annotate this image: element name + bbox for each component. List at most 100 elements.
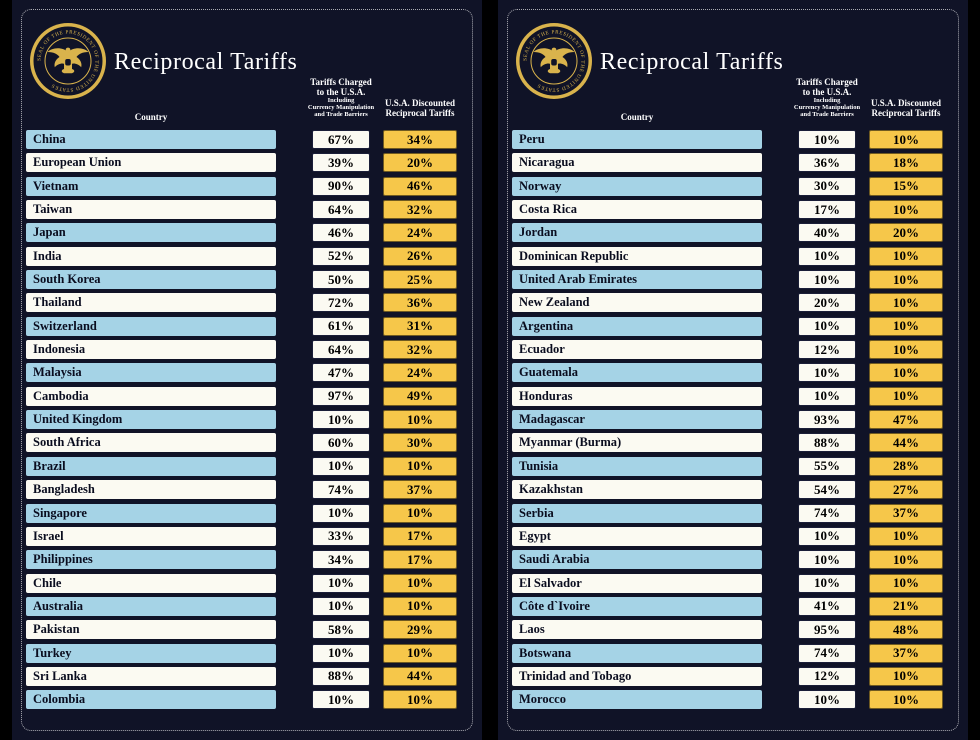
table-row: Morocco 10% 10% xyxy=(512,690,954,710)
tariff-charged-cell: 67% xyxy=(312,130,370,149)
discounted-tariff-cell: 24% xyxy=(383,223,457,243)
tariff-charged-cell: 10% xyxy=(312,690,370,710)
table-row: India 52% 26% xyxy=(26,246,468,266)
discounted-tariff-cell: 10% xyxy=(869,293,943,313)
discounted-tariff-cell: 48% xyxy=(869,620,943,640)
table-row: European Union 39% 20% xyxy=(26,153,468,173)
table-row: Vietnam 90% 46% xyxy=(26,176,468,196)
tariff-charged-cell: 64% xyxy=(312,200,370,220)
country-cell: Bangladesh xyxy=(26,480,276,500)
tariff-charged-cell: 40% xyxy=(798,223,856,243)
tariff-charged-cell: 60% xyxy=(312,433,370,453)
eagle-head xyxy=(65,47,71,53)
country-cell: Singapore xyxy=(26,503,276,523)
discounted-tariff-cell: 44% xyxy=(869,433,943,453)
tariff-charged-cell: 33% xyxy=(312,526,370,546)
discounted-tariff-cell: 18% xyxy=(869,153,943,173)
table-row: Madagascar 93% 47% xyxy=(512,410,954,430)
tariff-charged-cell: 12% xyxy=(798,340,856,360)
discounted-tariff-cell: 10% xyxy=(383,690,457,710)
table-row: New Zealand 20% 10% xyxy=(512,293,954,313)
eagle-shield xyxy=(65,59,71,66)
discounted-tariff-cell: 10% xyxy=(869,130,943,149)
country-cell: Kazakhstan xyxy=(512,480,762,500)
discounted-tariff-cell: 10% xyxy=(869,200,943,220)
column-header-tariffs-charged: Tariffs Charged to the U.S.A. Including … xyxy=(770,77,884,118)
tariff-charged-cell: 41% xyxy=(798,596,856,616)
table-row: Côte d`Ivoire 41% 21% xyxy=(512,596,954,616)
table-row: Bangladesh 74% 37% xyxy=(26,480,468,500)
tariff-charged-cell: 20% xyxy=(798,293,856,313)
column-header-discounted: U.S.A. Discounted Reciprocal Tariffs xyxy=(364,98,476,118)
tariff-charged-cell: 10% xyxy=(312,596,370,616)
table-row: Norway 30% 15% xyxy=(512,176,954,196)
discounted-tariff-cell: 10% xyxy=(383,596,457,616)
country-cell: Serbia xyxy=(512,503,762,523)
tariff-charged-cell: 88% xyxy=(798,433,856,453)
country-cell: Tunisia xyxy=(512,456,762,476)
country-cell: India xyxy=(26,246,276,266)
country-cell: South Korea xyxy=(26,270,276,290)
discounted-tariff-cell: 10% xyxy=(383,573,457,593)
country-cell: Côte d`Ivoire xyxy=(512,596,762,616)
country-cell: Philippines xyxy=(26,550,276,570)
table-row: Malaysia 47% 24% xyxy=(26,363,468,383)
tariff-charged-cell: 58% xyxy=(312,620,370,640)
tariff-charged-cell: 34% xyxy=(312,550,370,570)
tariff-charged-cell: 50% xyxy=(312,270,370,290)
discounted-tariff-cell: 10% xyxy=(869,316,943,336)
discounted-tariff-cell: 31% xyxy=(383,316,457,336)
tariff-charged-cell: 74% xyxy=(798,503,856,523)
table-row: Israel 33% 17% xyxy=(26,526,468,546)
tariff-charged-cell: 95% xyxy=(798,620,856,640)
tariff-charged-cell: 10% xyxy=(798,270,856,290)
tariff-charged-cell: 97% xyxy=(312,386,370,406)
discounted-tariff-cell: 10% xyxy=(869,666,943,686)
table-row: Botswana 74% 37% xyxy=(512,643,954,663)
table-row: Ecuador 12% 10% xyxy=(512,340,954,360)
discounted-tariff-cell: 24% xyxy=(383,363,457,383)
country-cell: Saudi Arabia xyxy=(512,550,762,570)
table-row: Pakistan 58% 29% xyxy=(26,620,468,640)
country-cell: Botswana xyxy=(512,643,762,663)
country-cell: Honduras xyxy=(512,386,762,406)
table-row: Honduras 10% 10% xyxy=(512,386,954,406)
country-cell: Israel xyxy=(26,526,276,546)
tariff-charged-cell: 10% xyxy=(798,386,856,406)
table-row: Argentina 10% 10% xyxy=(512,316,954,336)
table-row: China 67% 34% xyxy=(26,130,468,149)
header-line: Tariffs Charged xyxy=(796,77,858,87)
column-header-country: Country xyxy=(620,112,654,122)
country-cell: Cambodia xyxy=(26,386,276,406)
country-cell: Turkey xyxy=(26,643,276,663)
table-row: Dominican Republic 10% 10% xyxy=(512,246,954,266)
discounted-tariff-cell: 10% xyxy=(869,246,943,266)
discounted-tariff-cell: 17% xyxy=(383,526,457,546)
discounted-tariff-cell: 10% xyxy=(869,340,943,360)
country-cell: Costa Rica xyxy=(512,200,762,220)
column-header-country: Country xyxy=(134,112,168,122)
table-row: Indonesia 64% 32% xyxy=(26,340,468,360)
country-cell: Sri Lanka xyxy=(26,666,276,686)
country-cell: Jordan xyxy=(512,223,762,243)
table-row: Myanmar (Burma) 88% 44% xyxy=(512,433,954,453)
country-cell: United Arab Emirates xyxy=(512,270,762,290)
tariff-charged-cell: 74% xyxy=(798,643,856,663)
tariff-board: SEAL OF THE PRESIDENT OF THE UNITED STAT… xyxy=(12,0,482,740)
table-row: El Salvador 10% 10% xyxy=(512,573,954,593)
country-cell: Ecuador xyxy=(512,340,762,360)
column-header-tariffs-charged: Tariffs Charged to the U.S.A. Including … xyxy=(284,77,398,118)
tariff-charged-cell: 88% xyxy=(312,666,370,686)
country-cell: United Kingdom xyxy=(26,410,276,430)
table-row: Saudi Arabia 10% 10% xyxy=(512,550,954,570)
tariff-charged-cell: 90% xyxy=(312,176,370,196)
tariff-charged-cell: 74% xyxy=(312,480,370,500)
tariff-charged-cell: 30% xyxy=(798,176,856,196)
header-line: Reciprocal Tariffs xyxy=(871,108,941,118)
table-row: Colombia 10% 10% xyxy=(26,690,468,710)
panel-header: SEAL OF THE PRESIDENT OF THE UNITED STAT… xyxy=(12,0,482,130)
country-cell: New Zealand xyxy=(512,293,762,313)
header-line: Tariffs Charged xyxy=(310,77,372,87)
discounted-tariff-cell: 36% xyxy=(383,293,457,313)
discounted-tariff-cell: 17% xyxy=(383,550,457,570)
